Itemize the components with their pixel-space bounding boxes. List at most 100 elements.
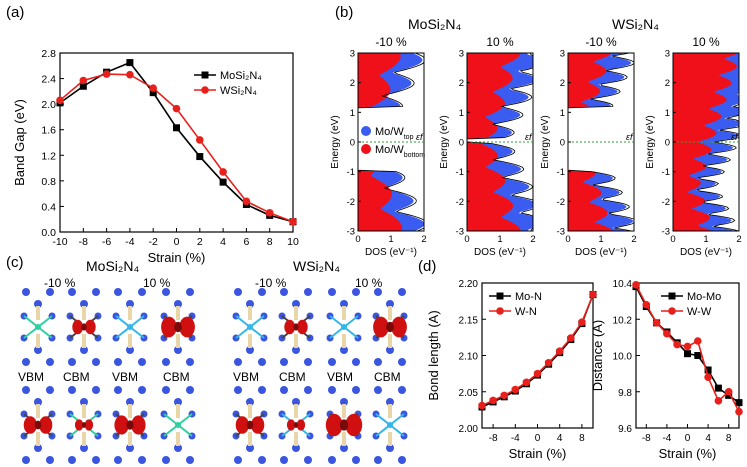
- dos-x-tick-label: 0: [464, 234, 469, 245]
- si-bond: [248, 334, 252, 348]
- orbital-lobe: [84, 319, 96, 335]
- metal-atom: [35, 324, 41, 330]
- data-point: [196, 153, 204, 161]
- nitrogen-atom: [92, 456, 100, 464]
- nitrogen-atom: [138, 386, 146, 394]
- dos-bottom-area: [358, 53, 403, 231]
- x-tick-label: 8: [726, 433, 732, 444]
- x-tick-label: 0: [685, 433, 691, 444]
- dos-y-tick-label: -2: [347, 197, 355, 208]
- legend-marker: [201, 71, 209, 79]
- dos-y-tick-label: -3: [557, 227, 565, 238]
- band-label: VBM: [233, 370, 260, 384]
- nitrogen-atom: [280, 386, 288, 394]
- band-label: CBM: [279, 370, 306, 384]
- nitrogen-atom: [328, 288, 336, 296]
- si-bond: [128, 404, 132, 418]
- legend-top-marker: [361, 126, 371, 136]
- dos-x-tick-label: 1: [598, 234, 603, 245]
- band-label: VBM: [18, 370, 45, 384]
- orbital-lobe: [84, 419, 94, 431]
- nitrogen-atom: [186, 386, 194, 394]
- dos-strain-label: -10 %: [585, 35, 617, 49]
- si-bond: [36, 334, 40, 348]
- orbital-lobe: [174, 321, 182, 333]
- x-axis-label: Strain (%): [509, 446, 567, 461]
- si-bond: [36, 306, 40, 320]
- dos-x-tick-label: 1: [703, 234, 708, 245]
- data-point: [126, 59, 134, 67]
- nitrogen-atom: [398, 456, 406, 464]
- y-tick-label: 0.8: [41, 176, 56, 188]
- si-bond: [294, 404, 298, 418]
- dos-x-tick-label: 2: [736, 234, 741, 245]
- legend-marker: [668, 292, 676, 300]
- x-axis-label: Strain (%): [148, 250, 206, 265]
- si-bond: [176, 306, 180, 320]
- y-tick-label: 10.2: [613, 315, 633, 326]
- orbital-title-mo: MoSi₂N₄: [86, 258, 140, 274]
- band-label: CBM: [63, 370, 90, 384]
- metal-atom: [127, 324, 133, 330]
- nitrogen-atom: [68, 456, 76, 464]
- data-point: [735, 407, 743, 416]
- data-point: [704, 373, 712, 382]
- dos-bottom-area: [467, 53, 521, 231]
- data-point: [663, 329, 671, 338]
- orbital-lobe: [296, 419, 306, 431]
- si-bond: [294, 306, 298, 320]
- data-point: [578, 318, 586, 326]
- data-point: [242, 197, 251, 206]
- dos-y-axis-label: Energy (eV): [540, 115, 551, 168]
- orbital-lobe: [131, 415, 146, 435]
- orbital-lobe: [284, 319, 296, 335]
- nitrogen-atom: [398, 386, 406, 394]
- y-tick-label: 10.4: [613, 279, 633, 290]
- data-point: [684, 350, 691, 358]
- nitrogen-atom: [92, 358, 100, 366]
- nitrogen-atom: [114, 288, 122, 296]
- data-point: [724, 387, 733, 396]
- orbital-lobe: [179, 316, 195, 338]
- nitrogen-atom: [258, 386, 266, 394]
- data-point: [149, 89, 157, 97]
- nitrogen-atom: [304, 358, 312, 366]
- data-point: [544, 358, 553, 367]
- panel-label-d: (d): [418, 258, 437, 275]
- nitrogen-atom: [352, 456, 360, 464]
- data-point: [567, 334, 575, 342]
- nitrogen-atom: [22, 288, 30, 296]
- orbital-lobe: [246, 420, 254, 430]
- nitrogen-atom: [258, 456, 266, 464]
- orbital-strain-label: -10 %: [44, 276, 76, 290]
- y-tick-label: 9.6: [618, 424, 632, 435]
- dos-y-tick-label: 1: [350, 108, 355, 119]
- legend-label: Mo-N: [515, 291, 542, 303]
- dos-title-w: WSi₂N₄: [612, 16, 659, 32]
- x-tick-label: 8: [579, 433, 585, 444]
- dos-x-axis-label: DOS (eV⁻¹): [365, 247, 417, 258]
- legend-bottom-sub: bottom: [404, 152, 426, 159]
- nitrogen-atom: [68, 386, 76, 394]
- dos-x-tick-label: 1: [388, 234, 393, 245]
- orbital-lobe: [114, 415, 129, 435]
- panel-label-c: (c): [6, 254, 24, 271]
- dos-x-tick-label: 0: [670, 234, 675, 245]
- orbital-lobe: [74, 419, 84, 431]
- x-tick-label: -10: [52, 236, 67, 248]
- dos-strain-label: 10 %: [486, 35, 514, 49]
- si-bond: [388, 432, 392, 446]
- orbital-lobe: [34, 420, 42, 430]
- nitrogen-atom: [398, 358, 406, 366]
- nitrogen-atom: [92, 288, 100, 296]
- si-bond: [342, 334, 346, 348]
- nitrogen-atom: [186, 456, 194, 464]
- orbital-strain-label: 10 %: [355, 276, 383, 290]
- dos-x-axis-label: DOS (eV⁻¹): [474, 247, 526, 258]
- orbital-lobe: [39, 416, 53, 434]
- dos-y-tick-label: -3: [347, 227, 355, 238]
- data-point: [489, 396, 497, 405]
- nitrogen-atom: [328, 386, 336, 394]
- dos-x-axis-label: DOS (eV⁻¹): [575, 247, 627, 258]
